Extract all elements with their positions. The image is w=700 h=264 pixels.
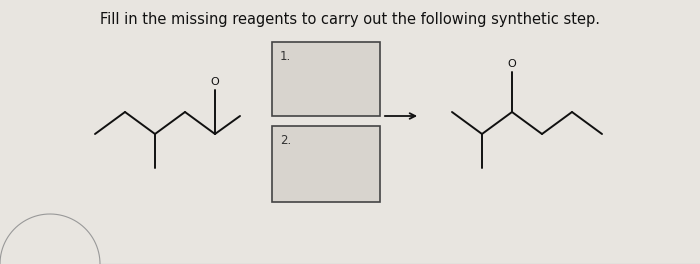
- Text: Fill in the missing reagents to carry out the following synthetic step.: Fill in the missing reagents to carry ou…: [100, 12, 600, 27]
- Bar: [272, 126, 380, 202]
- Text: O: O: [211, 77, 219, 87]
- Text: 1.: 1.: [280, 50, 291, 63]
- Bar: [272, 42, 380, 116]
- Text: 2.: 2.: [280, 134, 291, 147]
- Text: O: O: [508, 59, 517, 69]
